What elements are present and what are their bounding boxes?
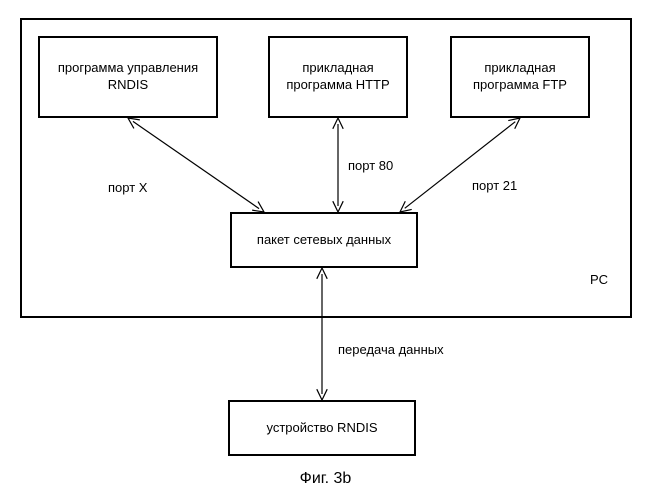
node-label: пакет сетевых данных <box>257 232 391 249</box>
node-label: программа управления RNDIS <box>44 60 212 94</box>
node-label: прикладная программа HTTP <box>274 60 402 94</box>
node-ftp-program: прикладная программа FTP <box>450 36 590 118</box>
node-network-packet: пакет сетевых данных <box>230 212 418 268</box>
figure-caption: Фиг. 3b <box>0 470 651 488</box>
node-label: прикладная программа FTP <box>456 60 584 94</box>
edge-label-data-transfer: передача данных <box>338 342 444 357</box>
node-rndis-program: программа управления RNDIS <box>38 36 218 118</box>
arrowhead-icon <box>317 389 327 400</box>
node-label: устройство RNDIS <box>266 420 377 437</box>
edge-label-port-21: порт 21 <box>472 178 517 193</box>
diagram-canvas: PC программа управления RNDIS прикладная… <box>0 0 651 500</box>
pc-label: PC <box>590 272 608 287</box>
edge-label-port-80: порт 80 <box>348 158 393 173</box>
edge-label-port-x: порт X <box>108 180 147 195</box>
node-rndis-device: устройство RNDIS <box>228 400 416 456</box>
node-http-program: прикладная программа HTTP <box>268 36 408 118</box>
